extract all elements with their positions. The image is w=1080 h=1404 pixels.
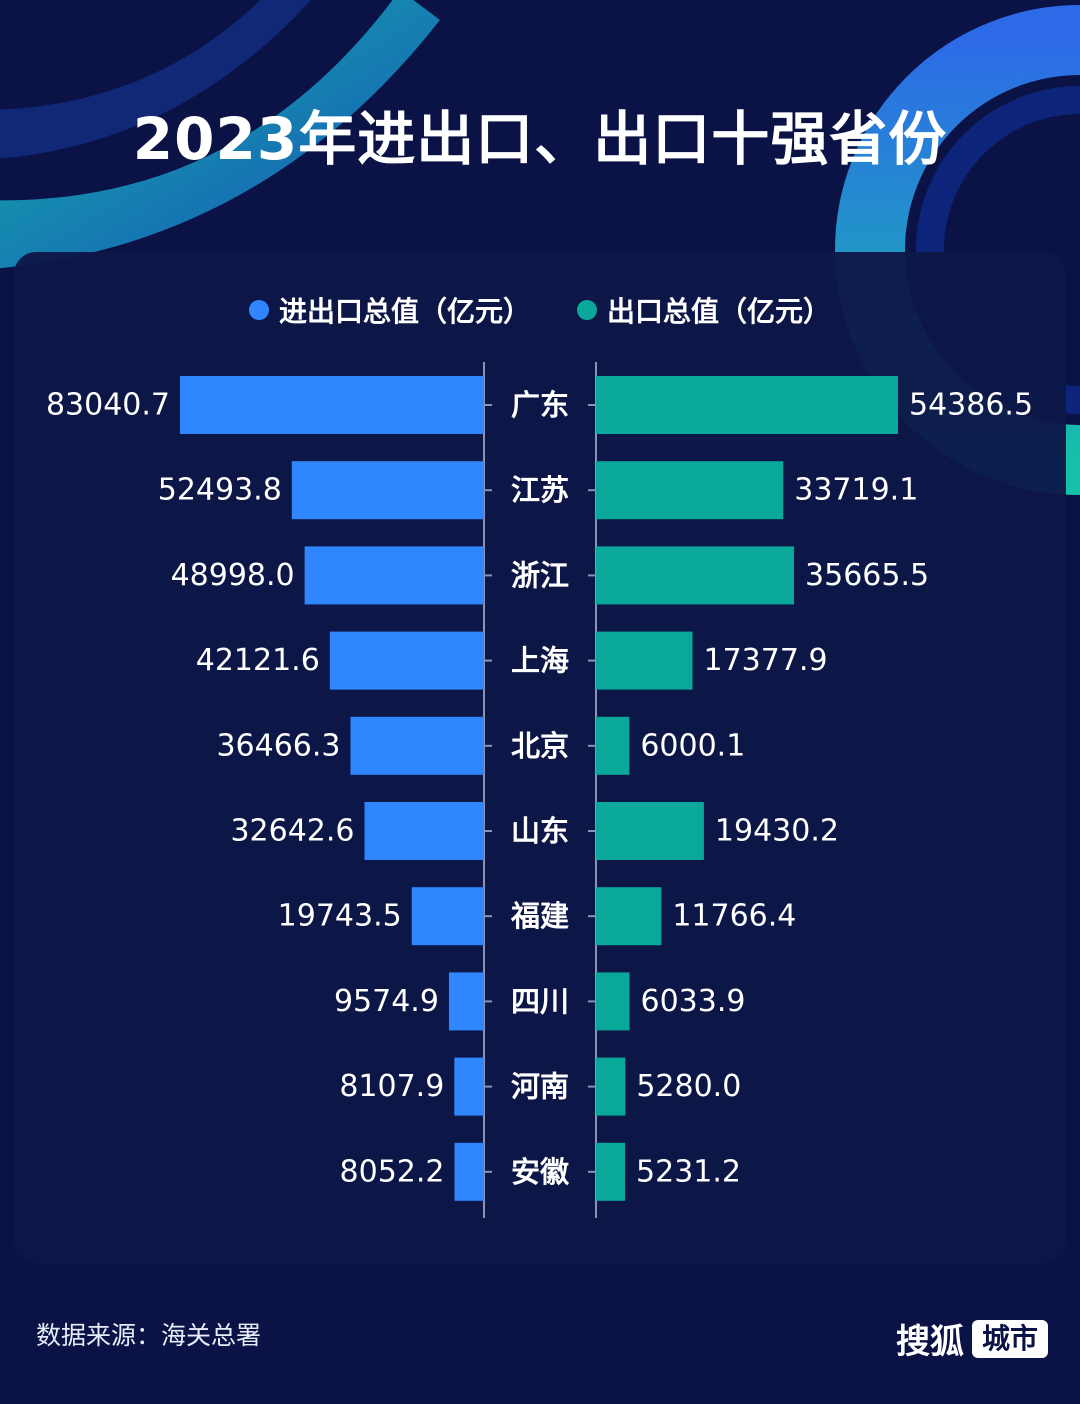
data-label-import-export: 52493.8 — [158, 473, 282, 508]
top-left-arc-inner — [0, 0, 311, 159]
bar-import-export — [291, 461, 484, 520]
data-label-import-export: 9574.9 — [334, 984, 439, 1019]
bar-import-export — [411, 887, 484, 946]
data-label-export: 6033.9 — [641, 984, 746, 1019]
category-label: 安徽 — [511, 1155, 570, 1189]
right-ring-inner — [916, 86, 1080, 414]
bar-export — [596, 1142, 626, 1201]
brand-logo: 搜狐 城市 — [896, 1314, 1048, 1363]
data-source: 数据来源：海关总署 — [36, 1321, 262, 1350]
data-label-export: 5231.2 — [636, 1154, 741, 1189]
legend: 进出口总值（亿元） 出口总值（亿元） — [0, 290, 1080, 330]
data-label-export: 5280.0 — [636, 1069, 741, 1104]
category-label: 浙江 — [511, 558, 569, 592]
data-label-export: 35665.5 — [805, 558, 929, 593]
data-label-import-export: 42121.6 — [196, 643, 320, 678]
top-left-arc — [0, 0, 440, 269]
bar-export — [596, 887, 662, 946]
bar-import-export — [454, 1142, 484, 1201]
bar-export — [596, 546, 795, 605]
data-label-export: 33719.1 — [794, 473, 918, 508]
bar-import-export — [304, 546, 484, 605]
category-label: 北京 — [511, 729, 569, 763]
bar-export — [596, 631, 693, 690]
category-label: 江苏 — [511, 473, 569, 507]
brand-name: 搜狐 — [895, 1322, 964, 1362]
brand-tag: 城市 — [971, 1319, 1048, 1358]
bar-import-export — [180, 376, 484, 434]
bar-export — [596, 1057, 626, 1116]
data-label-import-export: 8107.9 — [339, 1069, 444, 1104]
legend-dot-icon — [577, 300, 597, 320]
legend-label: 出口总值（亿元） — [607, 295, 832, 328]
bar-import-export — [329, 631, 484, 690]
data-label-import-export: 8052.2 — [340, 1154, 445, 1189]
bar-export — [596, 716, 630, 775]
legend-item-export: 出口总值（亿元） — [577, 290, 831, 330]
data-label-import-export: 48998.0 — [171, 558, 295, 593]
data-label-export: 54386.5 — [909, 388, 1033, 423]
bar-import-export — [364, 802, 484, 860]
data-label-import-export: 19743.5 — [278, 899, 402, 934]
bar-import-export — [350, 716, 484, 775]
category-label: 上海 — [511, 644, 569, 678]
data-label-import-export: 32642.6 — [230, 814, 354, 849]
data-label-import-export: 36466.3 — [216, 728, 340, 763]
bar-import-export — [454, 1057, 484, 1116]
bar-export — [596, 461, 784, 520]
category-label: 四川 — [511, 984, 569, 1018]
data-label-export: 17377.9 — [703, 643, 827, 678]
data-label-export: 11766.4 — [672, 899, 796, 934]
category-label: 河南 — [511, 1070, 569, 1104]
data-label-export: 19430.2 — [715, 814, 839, 849]
bar-export — [596, 376, 898, 434]
bar-import-export — [448, 972, 484, 1031]
category-label: 广东 — [511, 388, 569, 422]
right-ring-outer — [835, 5, 1080, 495]
chart-title: 2023年进出口、出口十强省份 — [132, 105, 948, 173]
legend-dot-icon — [248, 300, 269, 320]
data-label-export: 6000.1 — [640, 728, 745, 763]
data-label-import-export: 83040.7 — [46, 388, 170, 423]
category-label: 山东 — [511, 814, 569, 848]
bar-export — [596, 972, 630, 1031]
category-label: 福建 — [510, 899, 569, 933]
legend-item-import-export: 进出口总值（亿元） — [248, 290, 531, 330]
legend-label: 进出口总值（亿元） — [278, 295, 531, 328]
bar-export — [596, 802, 704, 860]
